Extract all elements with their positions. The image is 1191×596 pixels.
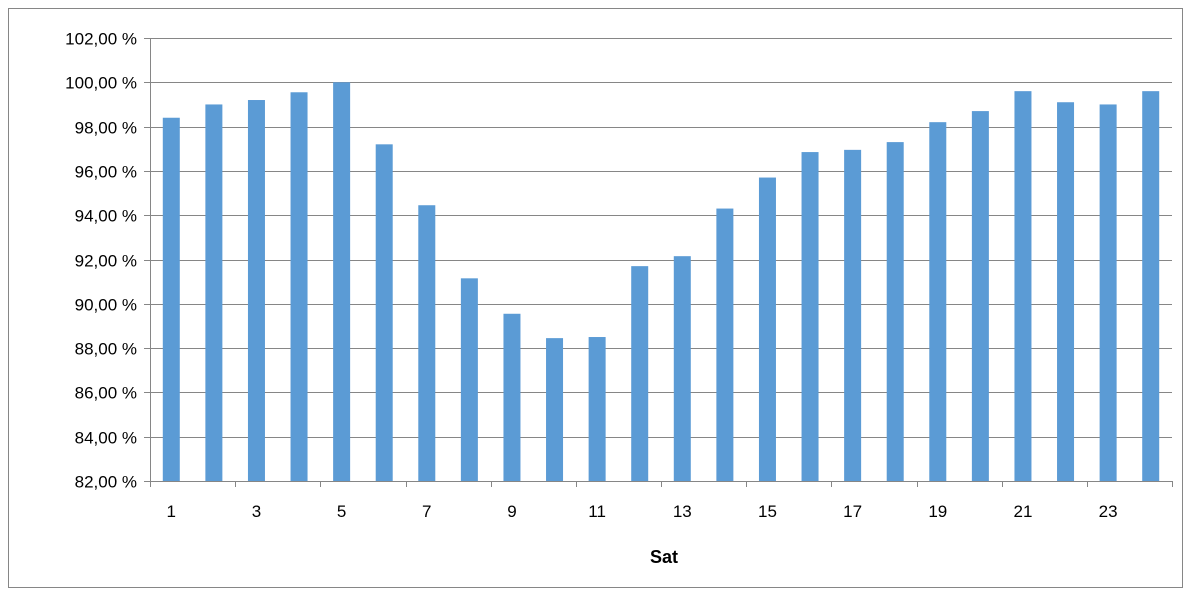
- bar-1: [162, 117, 180, 482]
- bar-16: [801, 152, 819, 481]
- y-tick-label: 94,00 %: [75, 207, 137, 226]
- bar-5: [333, 82, 351, 482]
- y-tick-label: 92,00 %: [75, 252, 137, 271]
- x-tick-label: 7: [422, 502, 431, 521]
- y-tick-labels: 82,00 % 84,00 % 86,00 % 88,00 % 90,00 % 92,00…: [65, 30, 137, 492]
- x-tick-label: 9: [507, 502, 516, 521]
- bar-9: [503, 313, 521, 481]
- gridlines: [144, 38, 1172, 438]
- x-tick-label: 21: [1013, 502, 1032, 521]
- y-tick-label: 90,00 %: [75, 296, 137, 315]
- bar-6: [375, 144, 393, 481]
- axes: [144, 38, 1173, 487]
- y-tick-label: 98,00 %: [75, 119, 137, 138]
- x-tick-label: 3: [252, 502, 261, 521]
- bar-3: [247, 100, 265, 482]
- x-tick-label: 19: [928, 502, 947, 521]
- x-tick-label: 11: [588, 502, 606, 521]
- x-tick-label: 13: [673, 502, 692, 521]
- x-tick-label: 23: [1099, 502, 1118, 521]
- x-axis-title: Sat: [650, 547, 678, 567]
- bar-8: [460, 278, 478, 481]
- bar-15: [758, 177, 776, 482]
- bar-19: [929, 122, 947, 482]
- bar-17: [844, 149, 862, 482]
- bar-22: [1057, 102, 1075, 482]
- bar-4: [290, 92, 308, 481]
- y-tick-label: 82,00 %: [75, 473, 137, 492]
- y-tick-label: 88,00 %: [75, 340, 137, 359]
- bar-11: [588, 337, 606, 481]
- bar-20: [971, 111, 989, 481]
- bar-13: [673, 256, 691, 481]
- bar-12: [631, 266, 649, 481]
- x-tick-label: 1: [167, 502, 176, 521]
- bar-21: [1014, 91, 1032, 481]
- y-tick-label: 96,00 %: [75, 163, 137, 182]
- bars: [162, 82, 1160, 482]
- chart-border: [8, 8, 1183, 588]
- bar-7: [418, 205, 436, 482]
- y-tick-label: 86,00 %: [75, 384, 137, 403]
- x-tick-label: 17: [843, 502, 862, 521]
- y-tick-label: 100,00 %: [65, 74, 137, 93]
- x-tick-label: 15: [758, 502, 777, 521]
- bar-14: [716, 208, 734, 481]
- y-tick-label: 84,00 %: [75, 429, 137, 448]
- x-tick-label: 5: [337, 502, 346, 521]
- bar-23: [1099, 104, 1117, 481]
- x-tick-labels: 1 3 5 7 9 11 13 15 17 19 21 23: [167, 502, 1118, 521]
- bar-2: [205, 104, 223, 481]
- bar-24: [1142, 91, 1160, 481]
- bar-18: [886, 142, 904, 482]
- bar-10: [546, 338, 564, 481]
- y-tick-label: 102,00 %: [65, 30, 137, 49]
